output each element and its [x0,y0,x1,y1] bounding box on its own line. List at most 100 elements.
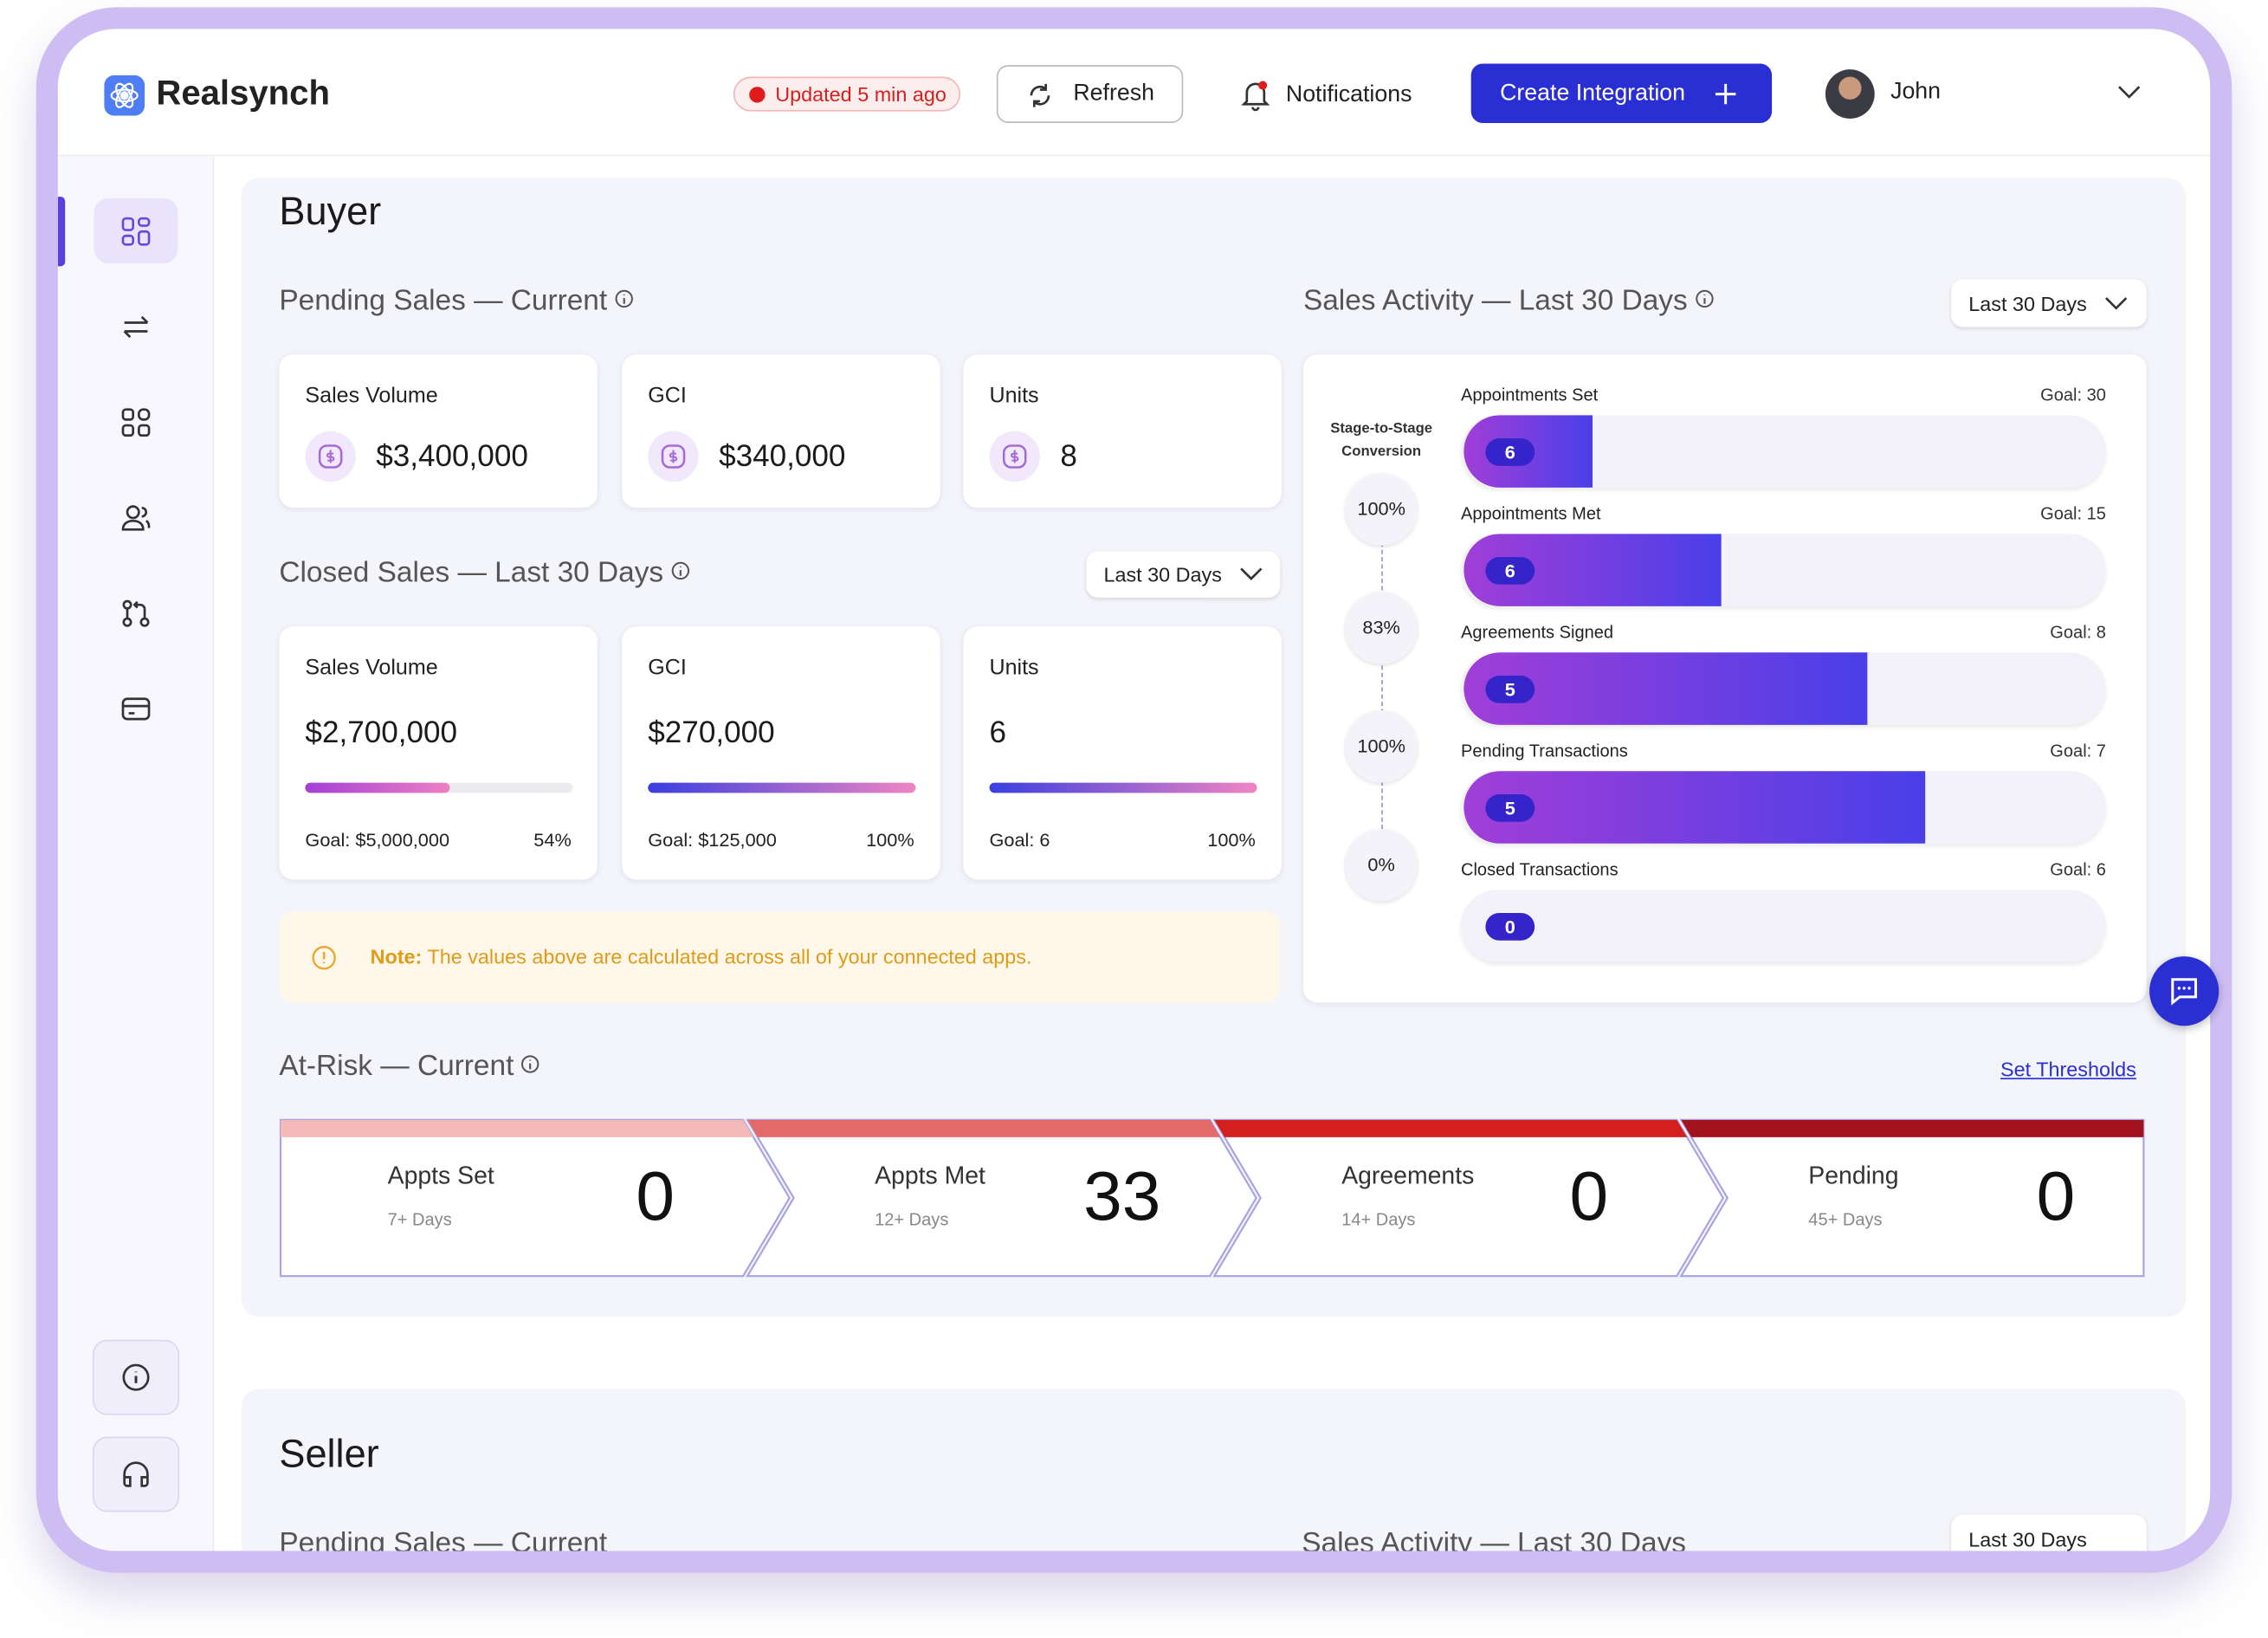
closed-title: Closed Sales — Last 30 Days [279,557,689,590]
goal-label: Goal: $5,000,000 [305,829,450,851]
notifications-button[interactable]: Notifications [1241,77,1412,114]
nav-billing[interactable] [121,696,151,722]
activity-title-text: Sales Activity — Last 30 Days [1302,285,1688,317]
at-risk-value: 0 [2036,1158,2076,1236]
card-icon [989,431,1040,482]
card-icon [648,431,699,482]
filter-dropdown[interactable]: Last 30 Days [1086,551,1281,598]
progress-fill [648,782,916,793]
seller-section: Seller Pending Sales — Current Sales Act… [241,1389,2186,1551]
at-risk-days: 14+ Days [1341,1209,1416,1230]
refresh-button[interactable]: Refresh [996,65,1184,123]
activity-title: Sales Activity — Last 30 Days [1302,1527,1687,1551]
closed-card: Units 6 Goal: 6 100% [963,626,1282,880]
stage-track: 6 [1461,534,2106,606]
filter-dropdown[interactable]: Last 30 Days [1951,279,2147,327]
stage-bar [1464,771,1925,844]
card-label: Units [989,655,1039,681]
goal-label: Goal: 6 [989,829,1050,851]
create-integration-button[interactable]: Create Integration [1470,63,1773,123]
progress-track [305,782,573,793]
progress-track [989,782,1257,793]
set-thresholds-link[interactable]: Set Thresholds [2000,1057,2136,1081]
section-title: Buyer [279,189,382,233]
chat-button[interactable] [2149,956,2220,1026]
user-menu-chevron[interactable] [2117,84,2141,101]
at-risk-value: 0 [1569,1158,1609,1236]
card-value: $340,000 [719,439,846,474]
at-risk-label: Pending [1808,1162,1899,1189]
card-value: 8 [1060,439,1077,474]
note-text: The values above are calculated across a… [427,944,1032,968]
pending-card: GCI $340,000 [622,354,940,508]
stage-value: 5 [1485,793,1535,822]
note: Note: The values above are calculated ac… [279,911,1281,1003]
nav-sync[interactable] [121,314,150,340]
user-name[interactable]: John [1890,79,1942,105]
at-risk-value: 0 [636,1158,675,1236]
at-risk-strip [279,1118,2145,1278]
pending-title-text: Pending Sales — Current [279,285,608,317]
at-risk-label: Appts Set [387,1162,494,1189]
progress-fill [305,782,450,793]
stage-name: Appointments Set [1461,385,1599,405]
stage-name: Pending Transactions [1461,741,1628,761]
at-risk-title: At-Risk — Current [279,1051,540,1084]
stage-name: Closed Transactions [1461,859,1619,880]
stage-value: 6 [1485,557,1535,585]
stage-value: 6 [1485,438,1535,466]
at-risk-days: 12+ Days [875,1209,949,1230]
progress-fill [989,782,1257,793]
card-label: GCI [648,383,687,409]
stage-track: 5 [1461,652,2106,725]
card-label: Units [989,383,1039,409]
at-risk-strip-color [281,1119,790,1137]
brand: Realsynch [156,74,330,113]
status-badge: Updated 5 min ago [733,76,961,112]
card-value: 6 [989,715,1007,750]
buyer-section: Buyer Pending Sales — Current Sales Volum… [241,178,2186,1317]
filter-label: Last 30 Days [1103,562,1222,586]
nav-dashboard[interactable] [94,197,178,263]
at-risk-strip-color [1681,1119,2144,1137]
at-risk-value: 33 [1083,1158,1161,1236]
at-risk-days: 45+ Days [1808,1209,1883,1230]
progress-track [648,782,916,793]
conversion-rate: 83% [1345,592,1418,664]
activity-card: Stage-to-Stage Conversion 100% 83% 100% 0% A… [1302,354,2147,1003]
stage-goal: Goal: 7 [2050,741,2106,761]
create-label: Create Integration [1500,81,1686,106]
closed-card: Sales Volume $2,700,000 Goal: $5,000,000… [279,626,598,880]
nav-support[interactable] [92,1436,180,1512]
percent-label: 100% [1207,829,1256,851]
active-indicator [57,197,66,267]
stage-name: Agreements Signed [1461,622,1614,643]
card-icon [305,431,356,482]
card-value: $270,000 [648,715,775,750]
stage-goal: Goal: 8 [2050,622,2106,643]
stage-goal: Goal: 30 [2040,385,2106,405]
at-risk-strip-color [747,1119,1257,1137]
nav-apps[interactable] [121,408,151,437]
percent-label: 100% [866,829,914,851]
avatar[interactable] [1825,69,1875,119]
stage-name: Appointments Met [1461,503,1601,524]
card-label: Sales Volume [305,655,438,681]
pending-title: Pending Sales — Current [279,1527,608,1551]
pending-card: Sales Volume $3,400,000 [279,354,598,508]
status-text: Updated 5 min ago [775,82,947,106]
nav-info[interactable] [92,1339,180,1415]
at-risk-strip-color [1214,1119,1723,1137]
pending-title: Pending Sales — Current [279,285,633,318]
header: Realsynch Updated 5 min ago Refresh Noti… [57,29,2211,157]
refresh-label: Refresh [1073,81,1154,106]
filter-label: Last 30 Days [1968,1527,2087,1551]
activity-title: Sales Activity — Last 30 Days [1303,285,1714,318]
sidebar [57,156,215,1551]
filter-dropdown[interactable]: Last 30 Days [1951,1514,2147,1551]
nav-contacts[interactable] [121,503,151,532]
at-risk-label: Agreements [1341,1162,1475,1189]
conversion-rate: 100% [1345,473,1418,546]
nav-flows[interactable] [121,599,150,628]
